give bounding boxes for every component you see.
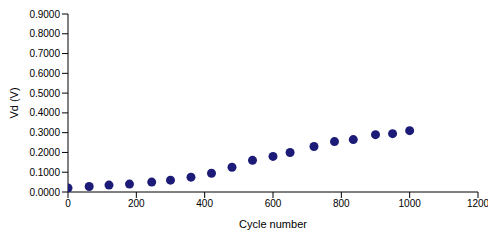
svg-text:400: 400 <box>196 198 213 209</box>
svg-text:0.4000: 0.4000 <box>29 107 60 118</box>
svg-text:0.2000: 0.2000 <box>29 147 60 158</box>
svg-text:Vd (V): Vd (V) <box>8 87 20 118</box>
svg-text:0.6000: 0.6000 <box>29 68 60 79</box>
svg-text:0.0000: 0.0000 <box>29 187 60 198</box>
svg-text:0: 0 <box>65 198 71 209</box>
svg-text:0.7000: 0.7000 <box>29 48 60 59</box>
svg-text:0.9000: 0.9000 <box>29 9 60 20</box>
svg-text:0.3000: 0.3000 <box>29 127 60 138</box>
svg-text:800: 800 <box>333 198 350 209</box>
svg-text:0.8000: 0.8000 <box>29 28 60 39</box>
svg-text:0.5000: 0.5000 <box>29 88 60 99</box>
svg-text:1000: 1000 <box>399 198 422 209</box>
svg-text:1200: 1200 <box>467 198 488 209</box>
svg-text:0.1000: 0.1000 <box>29 167 60 178</box>
svg-text:200: 200 <box>128 198 145 209</box>
svg-text:Cycle number: Cycle number <box>239 218 307 230</box>
svg-text:600: 600 <box>265 198 282 209</box>
